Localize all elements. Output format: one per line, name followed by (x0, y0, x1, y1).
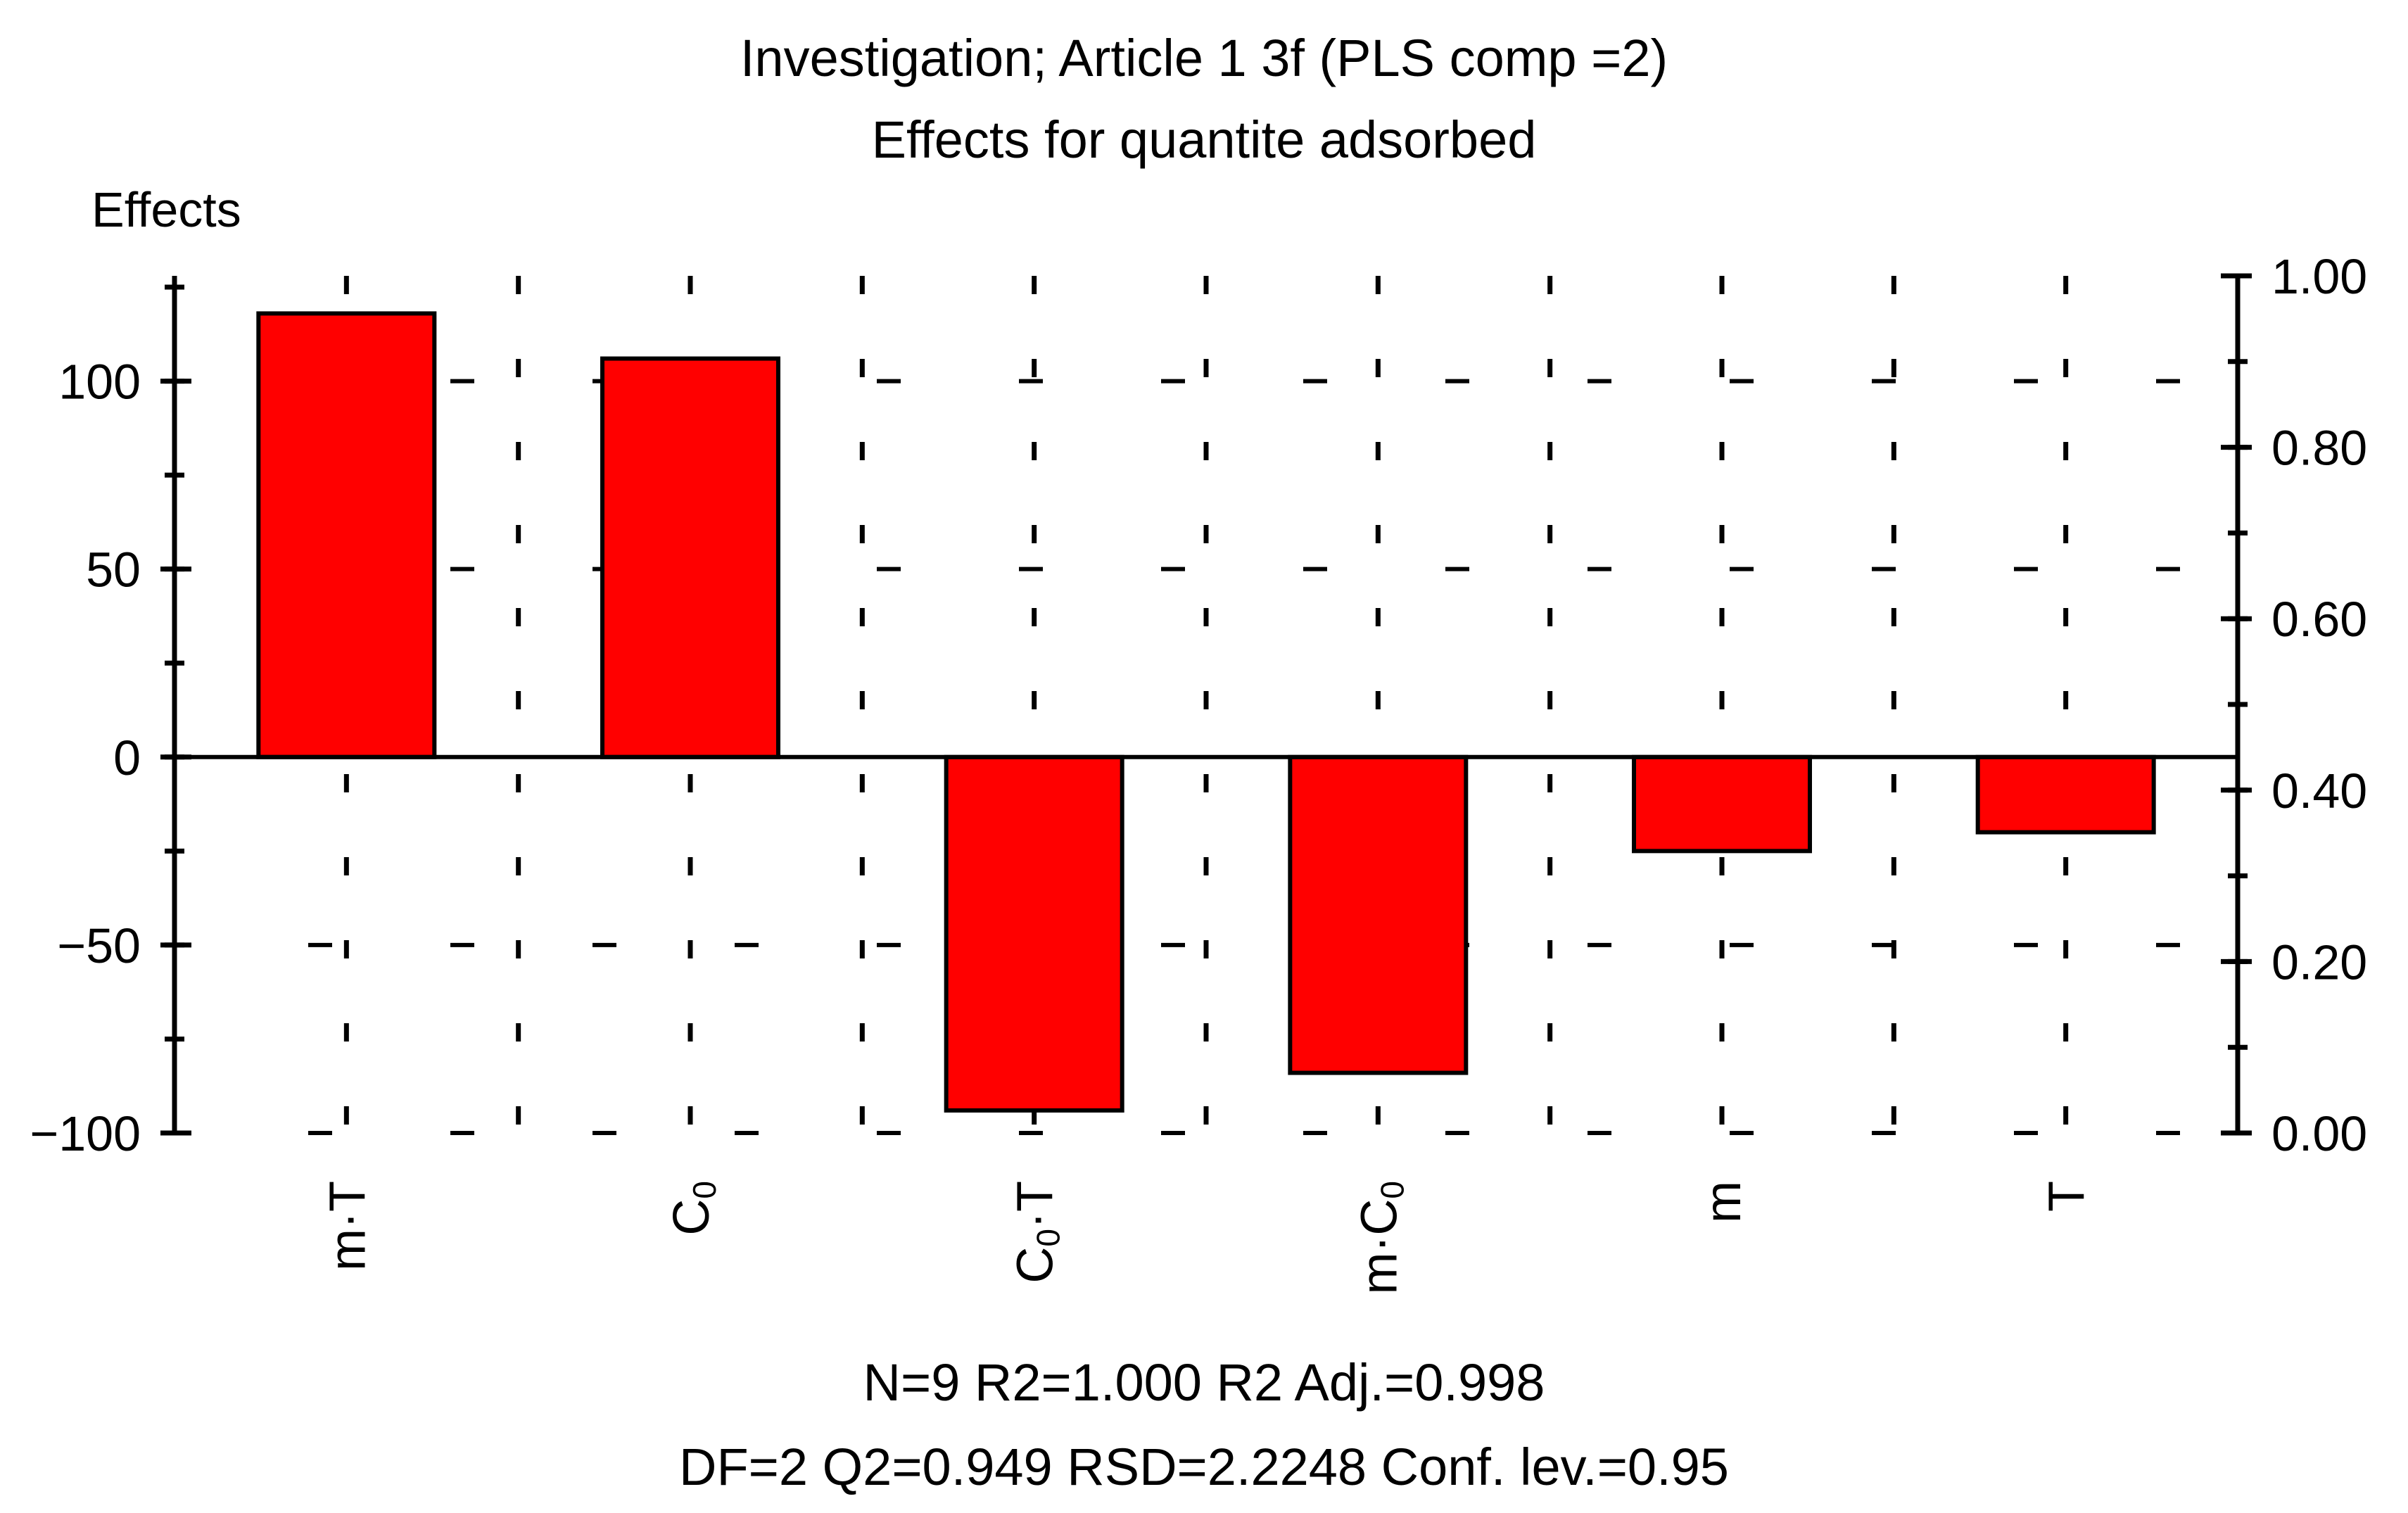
category-label-text: m (1695, 1181, 1751, 1223)
bar (1288, 754, 1469, 1075)
chart-title: Investigation; Article 1 3f (PLS comp =2… (740, 29, 1668, 87)
bar (1632, 754, 1812, 854)
category-label: m·T (319, 1181, 376, 1271)
y2-tick-label: 0.80 (2271, 421, 2367, 476)
category-label: m (1695, 1181, 1751, 1223)
y2-tick-label: 0.00 (2271, 1106, 2367, 1161)
left-axis-ticks: −100 −50 0 50 100 (30, 284, 191, 1161)
bar (944, 754, 1124, 1113)
chart-subtitle: Effects for quantite adsorbed (872, 110, 1537, 169)
right-axis-ticks: 0.00 0.20 0.40 0.60 0.80 1.00 (2221, 249, 2367, 1161)
category-label-text: m·C0 (1351, 1181, 1410, 1295)
grid-lines (308, 276, 2224, 1135)
bar (256, 311, 437, 759)
category-label-text: T (2039, 1181, 2096, 1212)
category-label-text: m·T (319, 1181, 376, 1271)
y-tick-label: −50 (57, 918, 141, 973)
y2-tick-label: 1.00 (2271, 249, 2367, 304)
category-label-text: C0 (664, 1181, 723, 1236)
category-label-text: C0·T (1008, 1181, 1067, 1284)
category-label: C0·T (1008, 1181, 1067, 1284)
footer-stats-line-1: N=9 R2=1.000 R2 Adj.=0.998 (863, 1353, 1545, 1412)
footer-stats-line-2: DF=2 Q2=0.949 RSD=2.2248 Conf. lev.=0.95 (679, 1438, 1729, 1496)
y2-tick-label: 0.20 (2271, 935, 2367, 989)
category-label: m·C0 (1351, 1181, 1410, 1295)
y-tick-label: 100 (58, 355, 141, 410)
bar (1975, 754, 2156, 835)
y-tick-label: 0 (113, 730, 141, 785)
y-tick-label: −100 (30, 1106, 141, 1161)
bars (256, 311, 2156, 1113)
y-tick-label: 50 (86, 543, 141, 597)
category-label: T (2039, 1181, 2096, 1212)
bar (600, 356, 780, 759)
y2-tick-label: 0.60 (2271, 592, 2367, 647)
category-label: C0 (664, 1181, 723, 1236)
category-labels: m·T C0 C0·T m·C0 m T (319, 1181, 2095, 1295)
y2-tick-label: 0.40 (2271, 764, 2367, 818)
y-axis-label: Effects (91, 182, 241, 237)
